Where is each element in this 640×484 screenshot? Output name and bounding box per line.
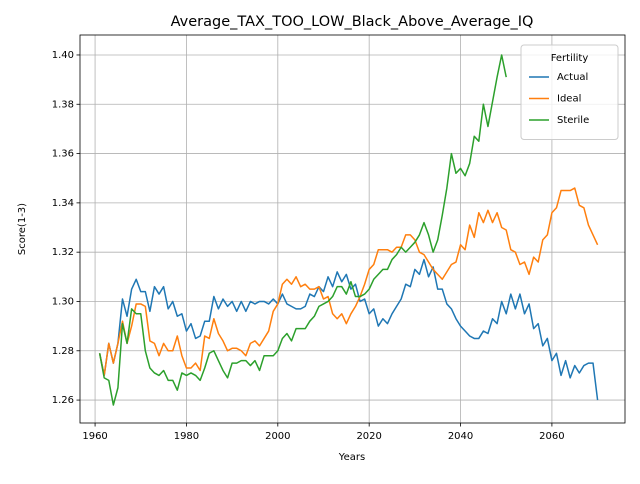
- legend-label: Ideal: [557, 94, 581, 105]
- y-axis-label: Score(1-3): [17, 203, 28, 255]
- y-tick-label: 1.32: [52, 247, 74, 258]
- legend-label: Actual: [557, 72, 588, 83]
- x-tick-label: 1960: [82, 431, 107, 442]
- x-tick-label: 1980: [174, 431, 199, 442]
- y-tick-label: 1.40: [52, 50, 74, 61]
- y-tick-label: 1.36: [52, 149, 74, 160]
- y-tick-label: 1.30: [52, 296, 74, 307]
- y-tick-label: 1.28: [52, 346, 74, 357]
- x-tick-label: 2020: [356, 431, 381, 442]
- x-tick-label: 2000: [265, 431, 290, 442]
- legend-box: [520, 44, 619, 140]
- x-axis-label: Years: [338, 452, 365, 463]
- x-tick-label: 2060: [539, 431, 564, 442]
- legend-label: Sterile: [557, 115, 589, 126]
- x-tick-label: 2040: [448, 431, 473, 442]
- chart-title: Average_TAX_TOO_LOW_Black_Above_Average_…: [171, 14, 534, 30]
- y-tick-label: 1.26: [52, 395, 74, 406]
- line: [98, 258, 599, 401]
- legend-title: Fertility: [551, 53, 589, 64]
- y-tick-label: 1.34: [52, 198, 74, 209]
- line: [98, 187, 599, 377]
- line: [98, 54, 507, 406]
- plot-frame: [79, 34, 626, 424]
- y-tick-label: 1.38: [52, 99, 74, 110]
